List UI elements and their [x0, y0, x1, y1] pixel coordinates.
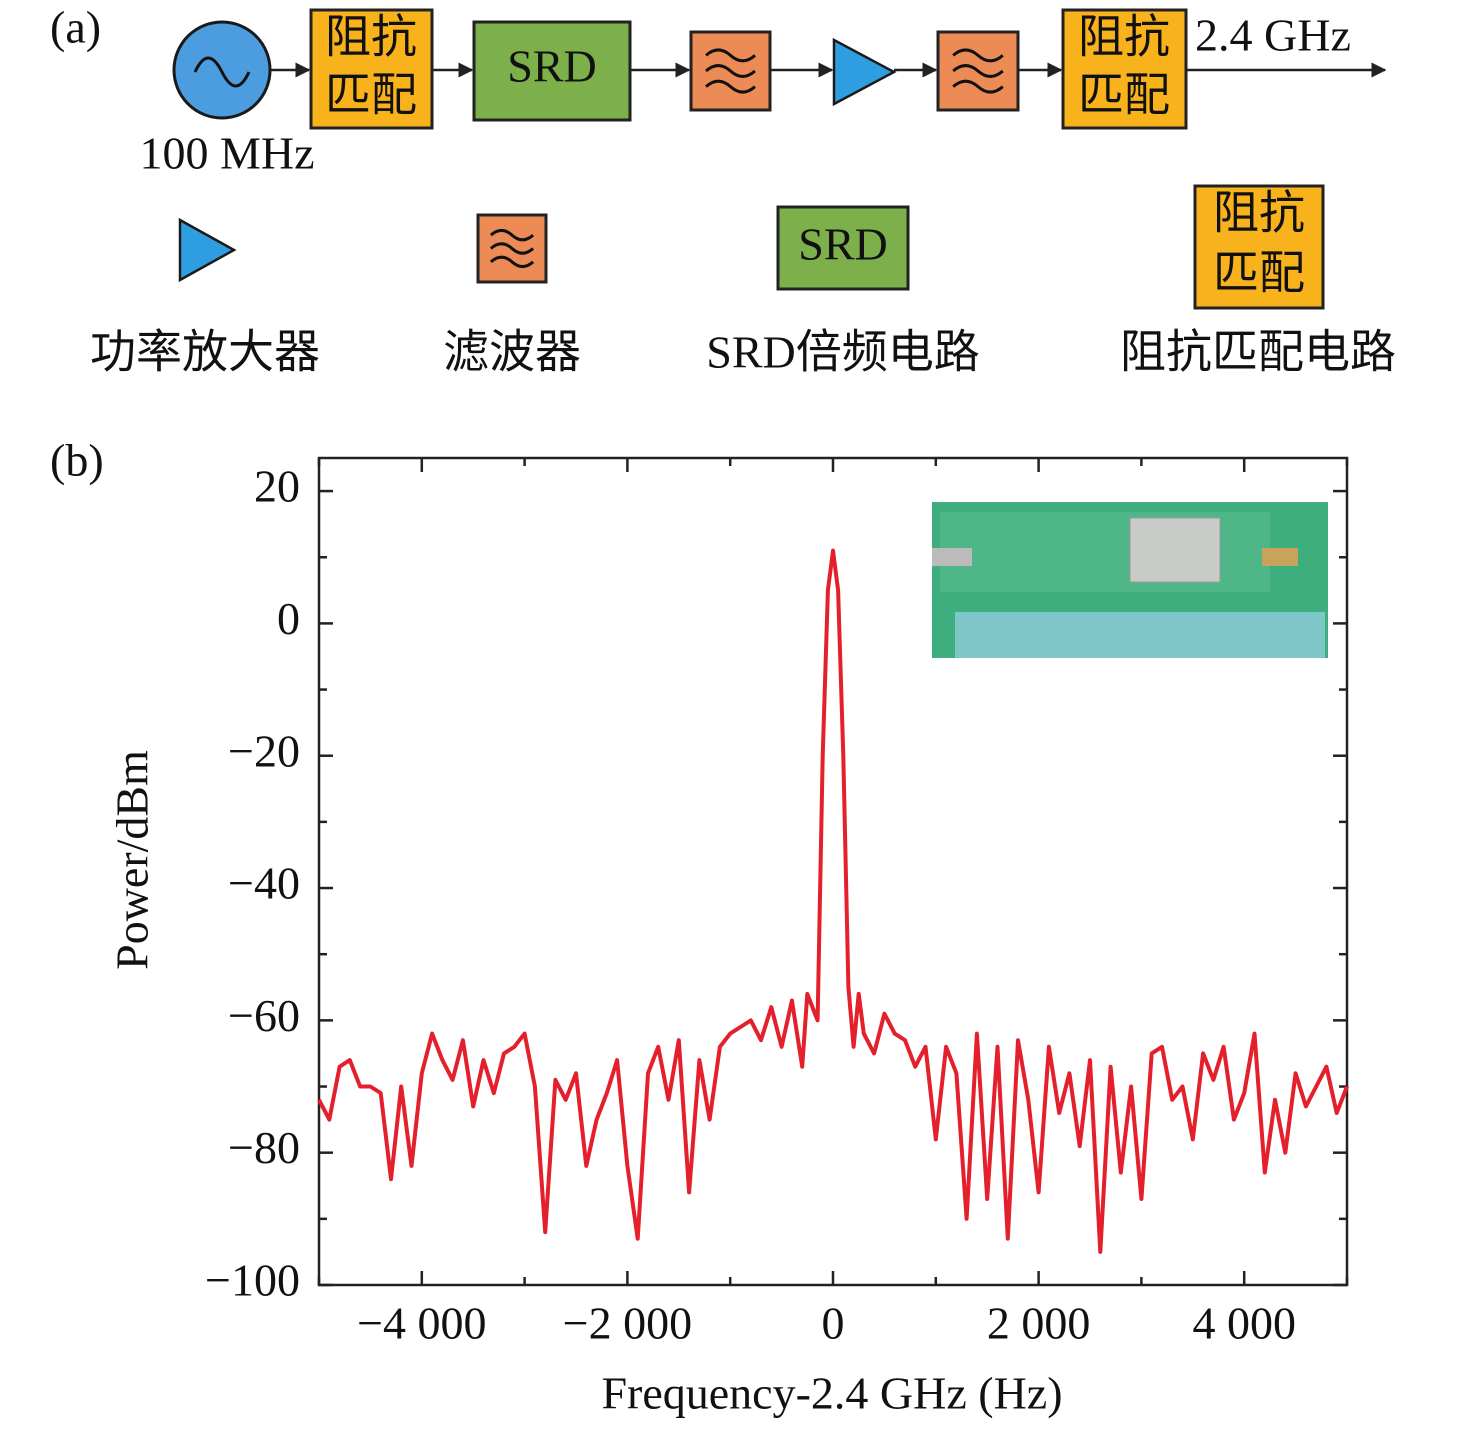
- block-text: 匹配: [325, 70, 417, 121]
- filter-wave: [705, 48, 756, 63]
- filter-wave: [952, 79, 1004, 94]
- y-tick-label: −60: [228, 990, 300, 1041]
- matching-block: 阻抗 匹配: [1061, 8, 1188, 130]
- spectrum-line: [317, 548, 1349, 1254]
- legend-filter: [476, 213, 548, 284]
- y-tick-label: −100: [205, 1255, 300, 1306]
- legend-srd: SRD: [776, 205, 910, 291]
- legend-label: 滤波器: [443, 327, 581, 378]
- x-tick-label: −4 000: [357, 1298, 486, 1349]
- y-tick-label: −20: [228, 725, 300, 776]
- legend-amplifier: [178, 217, 237, 283]
- legend-matching: 阻抗 匹配: [1193, 184, 1325, 310]
- x-tick-label: −2 000: [563, 1298, 692, 1349]
- x-axis-label: Frequency-2.4 GHz (Hz): [601, 1368, 1062, 1419]
- legend-label: SRD倍频电路: [706, 327, 979, 378]
- output-label: 2.4 GHz: [1195, 10, 1351, 61]
- matching-block: 阻抗 匹配: [309, 8, 434, 130]
- input-label: 100 MHz: [139, 128, 314, 179]
- block-text: 阻抗: [325, 12, 417, 63]
- filter-wave: [489, 255, 535, 269]
- x-tick-label: 0: [822, 1298, 845, 1349]
- filter-wave: [952, 64, 1004, 78]
- x-tick-label: 2 000: [987, 1298, 1091, 1349]
- legend-label: 功率放大器: [90, 327, 320, 378]
- y-tick-label: 20: [254, 461, 300, 512]
- y-axis-label: Power/dBm: [107, 750, 158, 970]
- legend-symbol-text: 阻抗: [1213, 188, 1305, 239]
- inset-photo: [932, 502, 1328, 658]
- y-tick-label: 0: [277, 593, 300, 644]
- block-text: 阻抗: [1078, 12, 1170, 63]
- diagram: (a) 100 MHz 阻抗 匹配 SRD 阻: [50, 2, 1396, 378]
- block-text: SRD: [507, 41, 596, 92]
- y-tick-label: −80: [228, 1122, 300, 1173]
- source: [172, 20, 272, 120]
- filter: [689, 30, 772, 112]
- filter-wave: [489, 242, 535, 255]
- y-tick-label: −40: [228, 858, 300, 909]
- srd-block: SRD: [472, 20, 632, 122]
- legend-label: 阻抗匹配电路: [1120, 327, 1396, 378]
- block-text: 匹配: [1078, 70, 1170, 121]
- panel-label: (a): [50, 2, 101, 53]
- legend-symbol-text: SRD: [798, 219, 887, 270]
- chart: (b) Frequency-2.4 GHz (Hz) Power/dBm −4 …: [50, 435, 1349, 1419]
- panel-label: (b): [50, 435, 104, 486]
- x-tick-label: 4 000: [1192, 1298, 1296, 1349]
- filter-wave: [705, 64, 756, 78]
- filter-wave: [705, 79, 756, 94]
- filter-wave: [952, 48, 1004, 63]
- filter-wave: [489, 228, 535, 242]
- filter: [936, 30, 1020, 112]
- legend-symbol-text: 匹配: [1213, 248, 1305, 299]
- amplifier: [832, 37, 897, 107]
